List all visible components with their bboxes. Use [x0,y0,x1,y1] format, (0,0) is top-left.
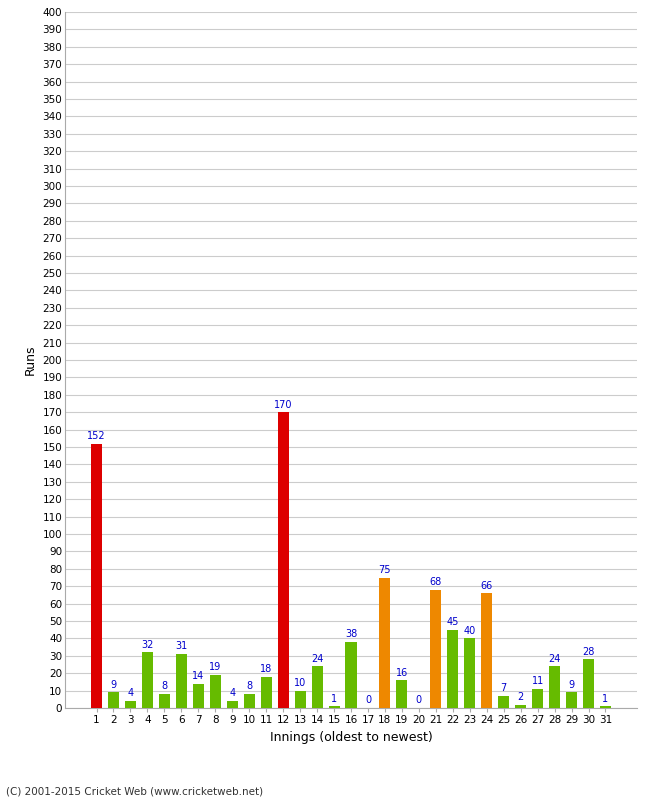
Bar [91,443,102,708]
Text: 4: 4 [127,689,133,698]
Text: 66: 66 [480,581,493,590]
Bar [125,701,136,708]
Text: 152: 152 [87,431,106,441]
Text: 32: 32 [141,640,153,650]
Text: 24: 24 [311,654,323,664]
Bar [600,706,611,708]
Text: 24: 24 [549,654,561,664]
Text: 1: 1 [331,694,337,704]
Bar [532,689,543,708]
Text: 11: 11 [532,676,544,686]
Text: 19: 19 [209,662,222,672]
Text: (C) 2001-2015 Cricket Web (www.cricketweb.net): (C) 2001-2015 Cricket Web (www.cricketwe… [6,786,264,796]
Text: 0: 0 [416,695,422,706]
Bar [108,692,119,708]
Bar [380,578,391,708]
Bar [210,675,221,708]
Text: 10: 10 [294,678,306,688]
Bar [278,412,289,708]
Text: 170: 170 [274,399,292,410]
Y-axis label: Runs: Runs [24,345,37,375]
Text: 0: 0 [365,695,371,706]
Text: 7: 7 [500,683,507,694]
Bar [294,690,305,708]
Text: 1: 1 [603,694,608,704]
Bar [549,666,560,708]
Bar [447,630,458,708]
Bar [481,593,492,708]
Bar [498,696,509,708]
Text: 68: 68 [430,577,442,587]
Text: 31: 31 [176,642,187,651]
Text: 8: 8 [161,682,168,691]
Bar [515,705,526,708]
Bar [227,701,238,708]
Bar [566,692,577,708]
Bar [464,638,475,708]
X-axis label: Innings (oldest to newest): Innings (oldest to newest) [270,730,432,743]
Text: 38: 38 [345,630,357,639]
Bar [261,677,272,708]
Bar [430,590,441,708]
Text: 45: 45 [447,617,459,627]
Text: 18: 18 [260,664,272,674]
Bar [328,706,339,708]
Text: 14: 14 [192,671,205,681]
Text: 40: 40 [463,626,476,636]
Bar [159,694,170,708]
Text: 9: 9 [111,680,116,690]
Text: 28: 28 [582,646,595,657]
Text: 8: 8 [246,682,252,691]
Bar [176,654,187,708]
Text: 4: 4 [229,689,235,698]
Bar [193,684,204,708]
Text: 2: 2 [517,692,524,702]
Text: 16: 16 [396,667,408,678]
Bar [396,680,408,708]
Text: 75: 75 [379,565,391,575]
Text: 9: 9 [569,680,575,690]
Bar [346,642,356,708]
Bar [142,652,153,708]
Bar [311,666,322,708]
Bar [583,659,594,708]
Bar [244,694,255,708]
